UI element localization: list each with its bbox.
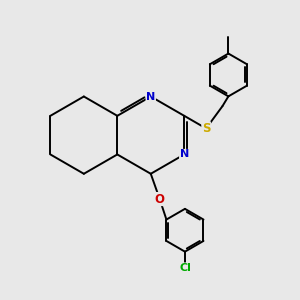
Text: N: N [146,92,155,101]
Text: Cl: Cl [179,263,191,273]
Text: S: S [202,122,210,135]
Text: O: O [155,193,165,206]
Text: N: N [180,149,189,160]
